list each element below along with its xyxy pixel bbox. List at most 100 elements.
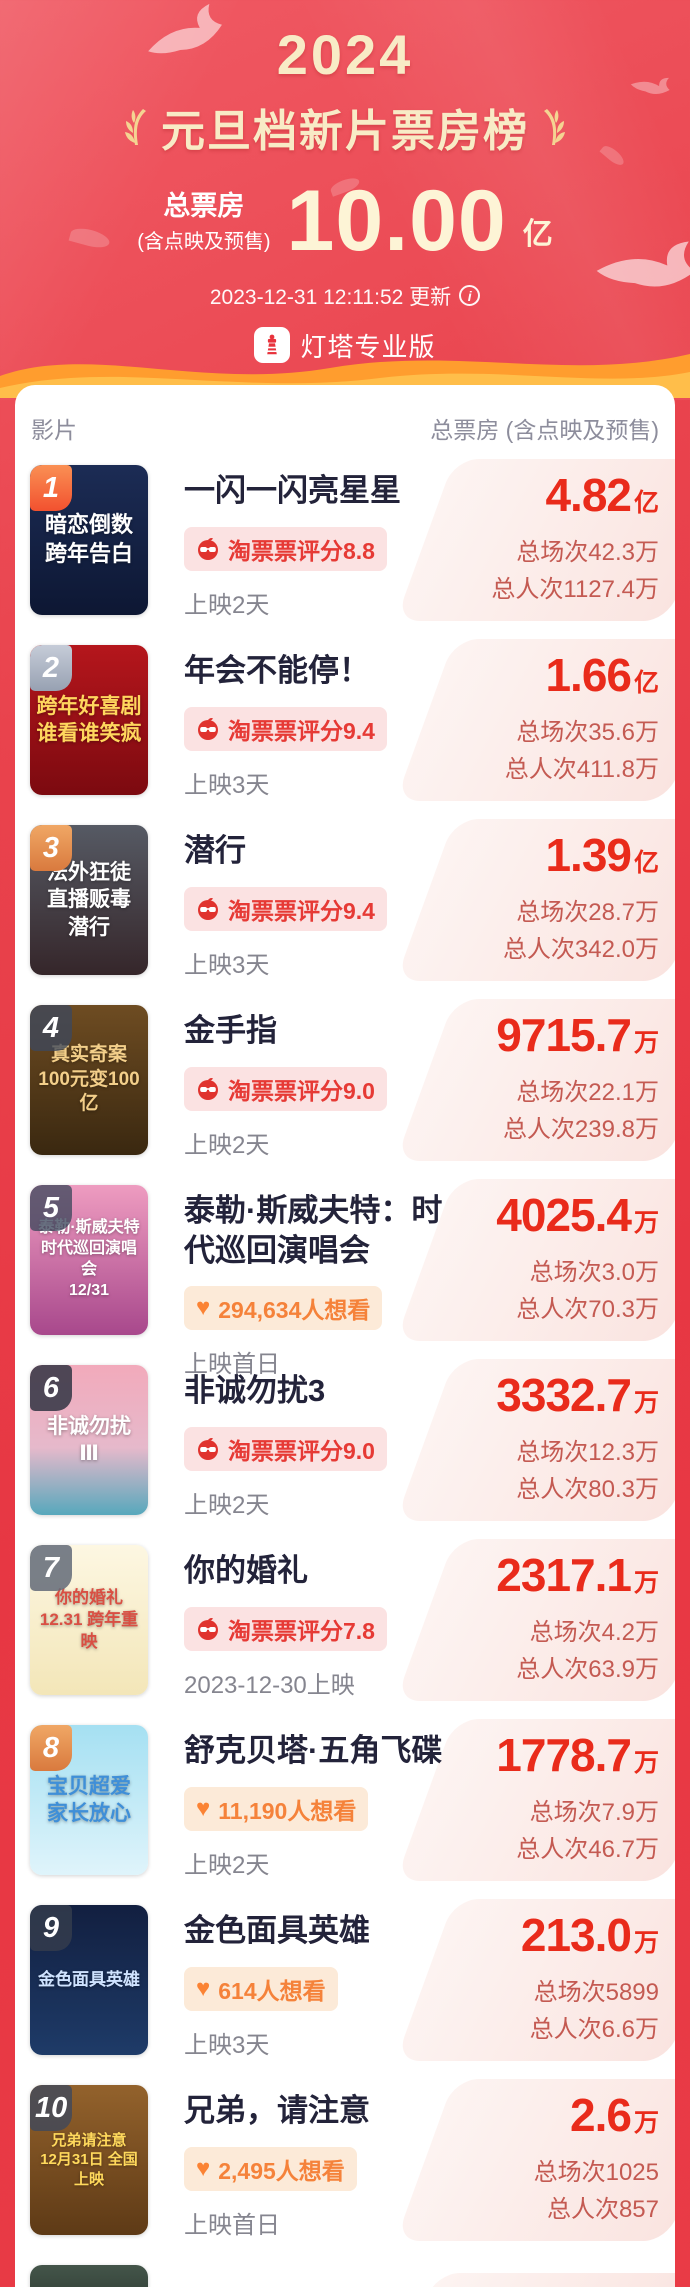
badge-text: 淘票票评分9.4 (228, 897, 375, 924)
movie-title: 泰勒·斯威夫特：时代巡回演唱会 (184, 1193, 443, 1268)
rank-badge: 5 (30, 1185, 72, 1231)
movie-row-11-partial[interactable] (15, 2265, 675, 2287)
list-header-boxoffice: 总票房 (含点映及预售) (430, 417, 659, 443)
box-office-value: 213.0 万 (520, 1909, 659, 1961)
admissions-stat: 总人次70.3万 (516, 1296, 659, 1323)
badge-text: 294,634人想看 (218, 1297, 371, 1324)
box-office-value: 9715.7 万 (496, 1009, 659, 1061)
dove-icon (148, 3, 222, 54)
movie-title: 金手指 (184, 1013, 277, 1048)
total-box-office: 总票房 (含点映及预售) 10.00 亿 (0, 173, 690, 269)
laurel-right-icon (544, 109, 565, 145)
lighthouse-icon (254, 327, 291, 364)
list-header-films: 影片 (31, 417, 77, 443)
info-icon[interactable]: i (459, 285, 481, 307)
movie-poster[interactable]: 6 非诚勿扰 Ⅲ (30, 1365, 148, 1515)
movie-poster[interactable]: 7 你的婚礼 12.31 跨年重映 (30, 1545, 148, 1695)
sessions-stat: 总场次42.3万 (516, 539, 659, 566)
box-office-value: 1.66 亿 (545, 649, 659, 701)
movie-poster[interactable]: 4 真实奇案 100元变100亿 (30, 1005, 148, 1155)
poster-text: 法外狂徒 直播贩毒 潜行 (47, 861, 131, 939)
movie-poster[interactable]: 3 法外狂徒 直播贩毒 潜行 (30, 825, 148, 975)
sessions-stat: 总场次28.7万 (516, 899, 659, 926)
poster-text: 你的婚礼 12.31 跨年重映 (39, 1587, 139, 1652)
brand-logo: 灯塔专业版 (0, 327, 690, 364)
badge-text: 2,495人想看 (218, 2157, 345, 2184)
movie-row-8[interactable]: 8 宝贝超爱 家长放心 舒克贝塔·五角飞碟 ♥ 11,190人想看 上映2天 17… (15, 1719, 675, 1881)
sessions-stat: 总场次12.3万 (516, 1439, 659, 1466)
year-title: 2024 (276, 23, 414, 86)
rank-badge: 8 (30, 1725, 72, 1771)
movie-title: 潜行 (184, 833, 246, 868)
movie-row-10[interactable]: 10 兄弟请注意 12月31日 全国上映 兄弟，请注意 ♥ 2,495人想看 上映… (15, 2079, 675, 2241)
movie-poster[interactable]: 9 金色面具英雄 (30, 1905, 148, 2055)
box-office-value: 1.39 亿 (545, 829, 659, 881)
admissions-stat: 总人次857 (546, 2196, 659, 2223)
total-label: 总票房 (163, 191, 245, 222)
release-info: 上映3天 (184, 771, 270, 799)
rank-badge: 3 (30, 825, 72, 871)
box-office-value: 3332.7 万 (496, 1369, 659, 1421)
badge-text: 淘票票评分7.8 (228, 1617, 375, 1644)
taopiaopiao-icon (196, 1437, 220, 1461)
admissions-stat: 总人次6.6万 (529, 2016, 659, 2043)
movie-badge: ♥ 淘票票评分9.4 (184, 706, 387, 751)
rank-badge: 2 (30, 645, 72, 691)
movie-title: 年会不能停！ (184, 653, 370, 688)
sessions-stat: 总场次4.2万 (529, 1619, 659, 1646)
box-office-value: 2.6 万 (570, 2089, 659, 2141)
release-info: 上映首日 (184, 2211, 280, 2239)
movie-badge: ♥ 淘票票评分9.0 (184, 1426, 387, 1471)
admissions-stat: 总人次1127.4万 (491, 576, 659, 603)
sessions-stat: 总场次3.0万 (529, 1259, 659, 1286)
release-info: 上映3天 (184, 2031, 270, 2059)
page-title: 元旦档新片票房榜 (161, 107, 529, 156)
poster-text: 兄弟请注意 12月31日 全国上映 (40, 2131, 138, 2188)
movie-poster[interactable]: 10 兄弟请注意 12月31日 全国上映 (30, 2085, 148, 2235)
movie-poster[interactable]: 8 宝贝超爱 家长放心 (30, 1725, 148, 1875)
list-header: 影片 总票房 (含点映及预售) (15, 385, 675, 465)
heart-icon: ♥ (196, 1794, 211, 1822)
rank-badge: 10 (30, 2085, 73, 2131)
movie-title: 兄弟，请注意 (184, 2093, 370, 2128)
admissions-stat: 总人次342.0万 (502, 936, 659, 963)
rank-badge: 7 (30, 1545, 72, 1591)
sessions-stat: 总场次5899 (533, 1979, 659, 2006)
movie-badge: ♥ 2,495人想看 (184, 2146, 357, 2191)
taopiaopiao-icon (196, 1617, 220, 1641)
row-highlight-bg (414, 2273, 675, 2287)
poster-text: 暗恋倒数 跨年告白 (44, 512, 133, 566)
movie-title: 一闪一闪亮星星 (184, 473, 401, 508)
total-value: 10.00 (286, 173, 507, 269)
sessions-stat: 总场次35.6万 (516, 719, 659, 746)
rank-badge: 1 (30, 465, 72, 511)
taopiaopiao-icon (196, 897, 220, 921)
movie-poster[interactable]: 5 泰勒·斯威夫特 时代巡回演唱会 12/31 (30, 1185, 148, 1335)
movie-poster[interactable]: 1 暗恋倒数 跨年告白 (30, 465, 148, 615)
movie-badge: ♥ 294,634人想看 (184, 1286, 383, 1331)
movie-row-5[interactable]: 5 泰勒·斯威夫特 时代巡回演唱会 12/31 泰勒·斯威夫特：时代巡回演唱会 ♥ … (15, 1179, 675, 1378)
release-info: 上映3天 (184, 951, 270, 979)
poster-text: 跨年好喜剧 谁看谁笑疯 (36, 694, 142, 745)
movie-badge: ♥ 淘票票评分9.0 (184, 1066, 387, 1111)
movie-poster[interactable]: 2 跨年好喜剧 谁看谁笑疯 (30, 645, 148, 795)
admissions-stat: 总人次239.8万 (502, 1116, 659, 1143)
release-info: 2023-12-30上映 (184, 1671, 355, 1699)
movie-title: 非诚勿扰3 (184, 1373, 326, 1408)
dove-icon (630, 77, 670, 94)
poster-text: 宝贝超爱 家长放心 (47, 1774, 131, 1825)
release-info: 上映2天 (184, 1491, 270, 1519)
admissions-stat: 总人次46.7万 (516, 1836, 659, 1863)
badge-text: 淘票票评分9.0 (228, 1437, 375, 1464)
release-info: 上映2天 (184, 1131, 270, 1159)
movie-row-9[interactable]: 9 金色面具英雄 金色面具英雄 ♥ 614人想看 上映3天 213.0 万 总场次… (15, 1899, 675, 2061)
admissions-stat: 总人次411.8万 (504, 756, 659, 783)
poster-text: 真实奇案 100元变100亿 (38, 1043, 140, 1115)
